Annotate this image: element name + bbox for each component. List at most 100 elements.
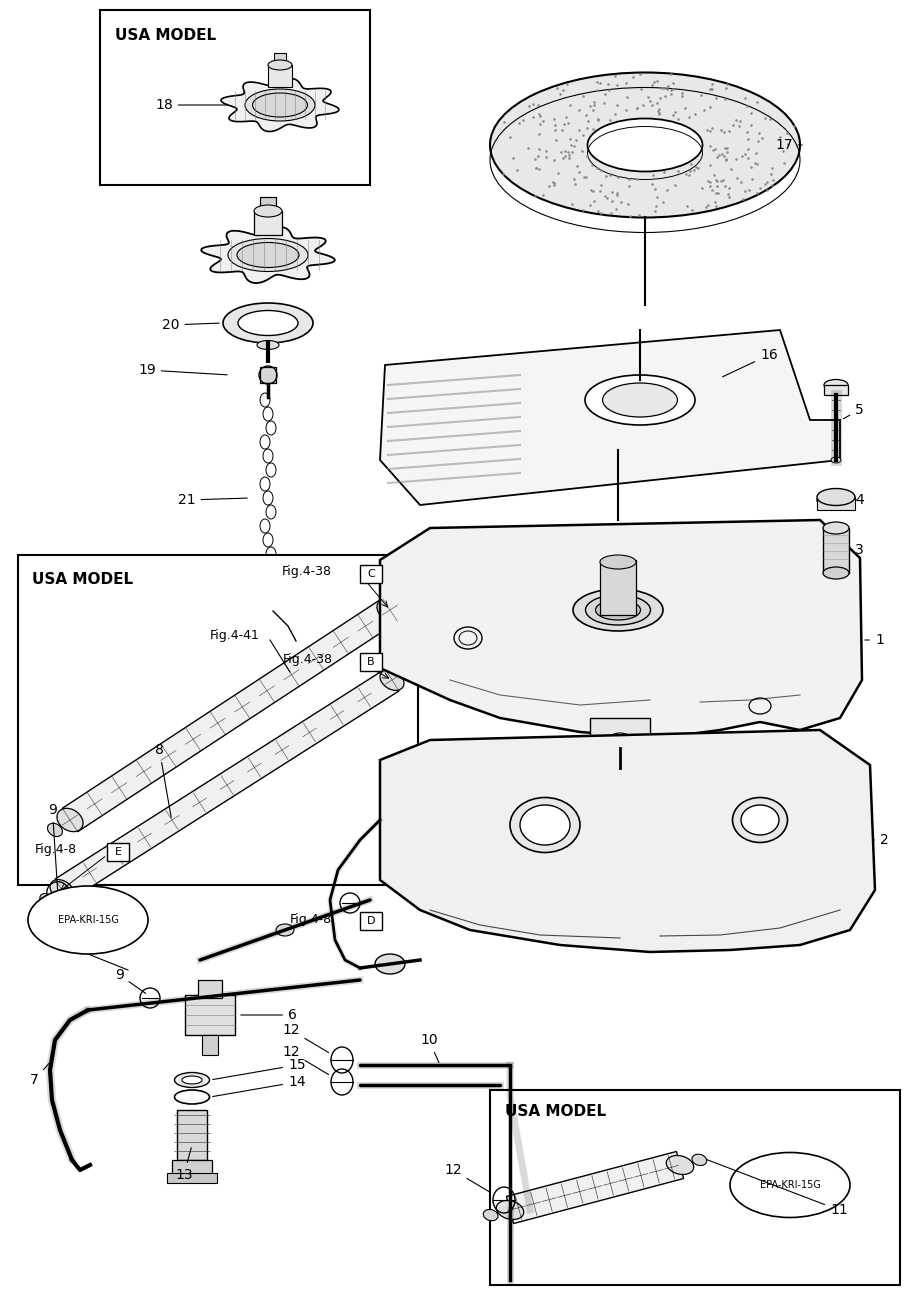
- Ellipse shape: [510, 798, 580, 852]
- Text: Fig.4-41: Fig.4-41: [210, 629, 260, 642]
- Ellipse shape: [50, 879, 74, 900]
- Bar: [817, 497, 855, 510]
- Text: B: B: [367, 658, 375, 667]
- Bar: [823, 528, 849, 573]
- Text: 21: 21: [178, 493, 247, 507]
- Ellipse shape: [223, 303, 313, 342]
- Ellipse shape: [585, 375, 695, 425]
- Ellipse shape: [375, 955, 405, 974]
- Ellipse shape: [182, 1077, 202, 1084]
- Bar: [172, 1160, 212, 1180]
- Bar: [360, 652, 382, 671]
- Ellipse shape: [257, 341, 279, 349]
- Ellipse shape: [825, 495, 847, 505]
- Ellipse shape: [596, 601, 641, 620]
- Text: D: D: [367, 916, 375, 926]
- Ellipse shape: [57, 808, 83, 831]
- Bar: [100, 10, 370, 185]
- Text: 20: 20: [162, 318, 219, 332]
- Bar: [260, 367, 276, 383]
- Text: Fig.4-8: Fig.4-8: [35, 843, 77, 856]
- Text: 8: 8: [155, 743, 171, 817]
- Bar: [167, 1172, 217, 1183]
- Bar: [360, 565, 382, 582]
- Ellipse shape: [238, 310, 298, 336]
- Bar: [18, 555, 418, 885]
- Bar: [260, 197, 276, 213]
- Ellipse shape: [245, 89, 315, 121]
- Text: 12: 12: [282, 1023, 328, 1053]
- Text: 4: 4: [855, 493, 864, 507]
- Bar: [198, 981, 222, 997]
- Ellipse shape: [823, 567, 849, 578]
- Ellipse shape: [490, 73, 800, 218]
- Bar: [824, 385, 848, 396]
- Polygon shape: [380, 730, 875, 952]
- Ellipse shape: [397, 594, 412, 607]
- Ellipse shape: [613, 768, 627, 782]
- Bar: [202, 1035, 218, 1054]
- Polygon shape: [380, 520, 862, 738]
- Ellipse shape: [237, 243, 299, 267]
- Ellipse shape: [823, 521, 849, 534]
- Text: 12: 12: [444, 1163, 491, 1192]
- Text: USA MODEL: USA MODEL: [32, 572, 133, 588]
- Text: EPA-KRI-15G: EPA-KRI-15G: [760, 1180, 821, 1191]
- Bar: [590, 719, 650, 757]
- Text: 7: 7: [30, 1062, 50, 1087]
- Bar: [360, 912, 382, 930]
- Text: USA MODEL: USA MODEL: [505, 1105, 606, 1119]
- Polygon shape: [506, 1152, 683, 1223]
- Text: Fig.4-38: Fig.4-38: [282, 565, 332, 578]
- Polygon shape: [201, 227, 335, 283]
- Text: 17: 17: [775, 137, 802, 152]
- Ellipse shape: [377, 598, 403, 621]
- Bar: [177, 1110, 207, 1160]
- Bar: [274, 53, 286, 67]
- Bar: [254, 211, 282, 235]
- Ellipse shape: [496, 1201, 524, 1219]
- Ellipse shape: [228, 239, 308, 271]
- Text: 10: 10: [420, 1032, 439, 1062]
- Bar: [490, 1089, 900, 1285]
- Ellipse shape: [667, 1156, 693, 1175]
- Ellipse shape: [276, 923, 294, 936]
- Ellipse shape: [730, 1153, 850, 1218]
- Text: 11: 11: [707, 1160, 847, 1217]
- Bar: [107, 843, 129, 861]
- Ellipse shape: [732, 798, 787, 843]
- Ellipse shape: [254, 205, 282, 217]
- Text: USA MODEL: USA MODEL: [115, 27, 216, 43]
- Ellipse shape: [741, 805, 779, 835]
- Ellipse shape: [692, 1154, 707, 1166]
- Ellipse shape: [520, 805, 570, 846]
- Text: 14: 14: [213, 1075, 305, 1096]
- Bar: [268, 65, 292, 87]
- Text: 2: 2: [873, 833, 889, 847]
- Text: C: C: [367, 569, 375, 578]
- Ellipse shape: [831, 457, 841, 463]
- Ellipse shape: [483, 1210, 498, 1220]
- Ellipse shape: [253, 93, 308, 117]
- Text: 9: 9: [115, 968, 146, 994]
- Ellipse shape: [40, 894, 53, 905]
- Polygon shape: [380, 329, 840, 505]
- Ellipse shape: [400, 664, 414, 677]
- Bar: [600, 560, 636, 615]
- Ellipse shape: [610, 733, 630, 743]
- Text: 9: 9: [48, 803, 57, 890]
- Text: EPA-KRI-15G: EPA-KRI-15G: [57, 914, 118, 925]
- Ellipse shape: [585, 595, 651, 625]
- Text: 13: 13: [175, 1148, 193, 1182]
- Ellipse shape: [28, 886, 148, 955]
- Ellipse shape: [817, 489, 855, 506]
- Text: 3: 3: [850, 543, 864, 556]
- Ellipse shape: [602, 383, 678, 418]
- Polygon shape: [63, 598, 397, 831]
- Polygon shape: [221, 79, 339, 131]
- Ellipse shape: [600, 555, 636, 569]
- Text: 16: 16: [723, 348, 778, 377]
- Ellipse shape: [48, 824, 63, 837]
- Bar: [185, 995, 235, 1035]
- Ellipse shape: [817, 492, 855, 508]
